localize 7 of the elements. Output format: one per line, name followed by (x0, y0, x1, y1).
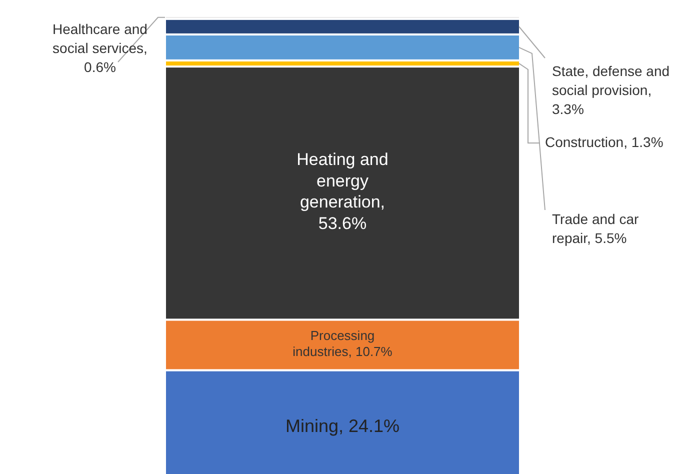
data-label: State, defense and social provision, 3.3% (552, 62, 670, 117)
data-label: Heating and energy generation, 53.6% (296, 150, 388, 234)
data-label: Processing industries, 10.7% (292, 328, 393, 360)
data-label: Construction, 1.3% (545, 134, 664, 150)
data-label: Trade and car repair, 5.5% (552, 210, 639, 246)
data-label: Healthcare and social services, 0.6% (52, 20, 148, 75)
data-label: Mining, 24.1% (285, 416, 400, 436)
